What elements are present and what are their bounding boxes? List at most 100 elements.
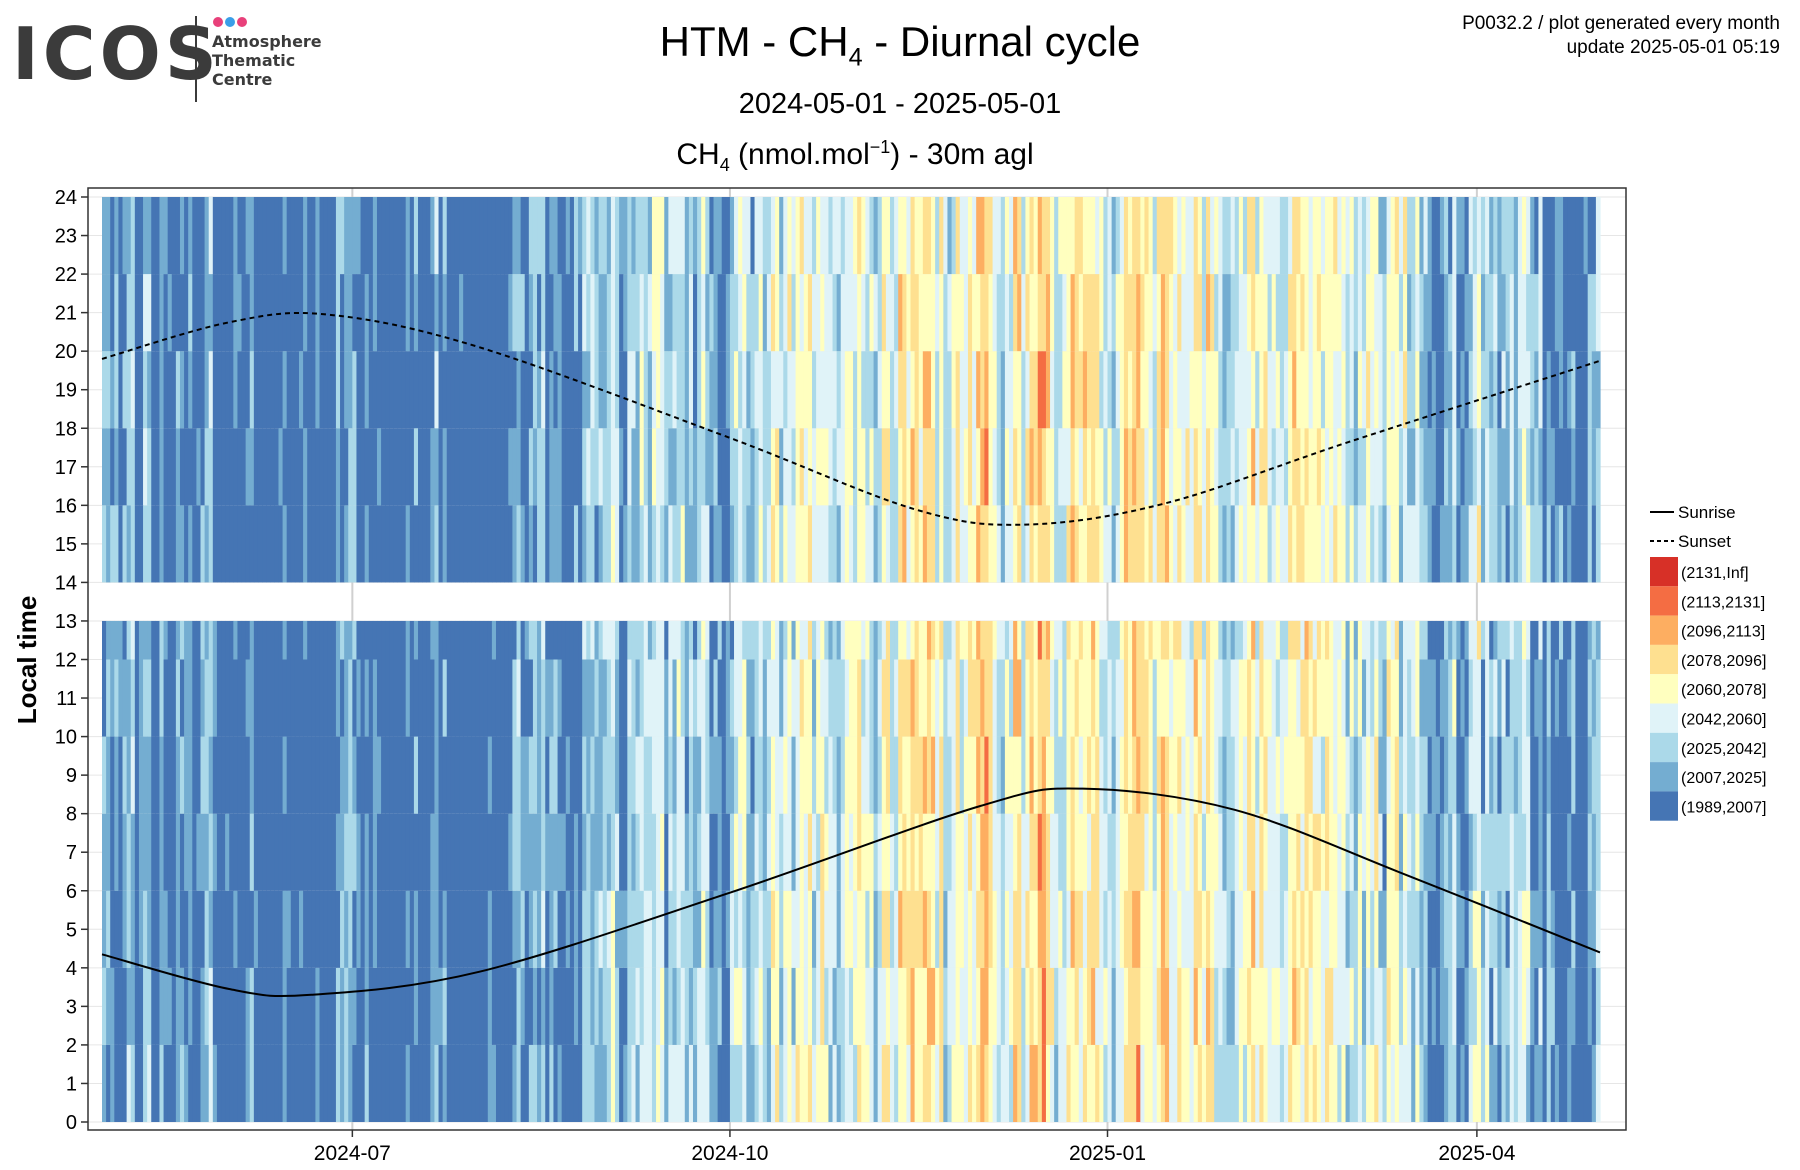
heatmap-cell <box>557 274 563 352</box>
heatmap-cell <box>1558 967 1564 1045</box>
heatmap-cell <box>1476 620 1482 660</box>
heatmap-cell <box>1567 351 1572 429</box>
heatmap-cell <box>721 620 727 660</box>
heatmap-cell <box>459 659 464 737</box>
heatmap-cell <box>1353 274 1359 352</box>
heatmap-cell <box>750 1044 756 1122</box>
heatmap-cell <box>791 736 797 814</box>
heatmap-cell <box>188 274 193 352</box>
heatmap-cell <box>1107 428 1113 506</box>
heatmap-cell <box>1320 351 1326 429</box>
heatmap-cell <box>565 351 571 429</box>
heatmap-cell <box>167 890 173 968</box>
heatmap-cell <box>1538 659 1544 737</box>
heatmap-cell <box>1177 505 1182 583</box>
heatmap-cell <box>241 428 247 506</box>
heatmap-cell <box>216 274 222 352</box>
heatmap-cell <box>553 620 559 660</box>
heatmap-cell <box>742 659 747 737</box>
heatmap-cell <box>553 659 559 737</box>
heatmap-cell <box>738 428 743 506</box>
heatmap-cell <box>1177 890 1182 968</box>
heatmap-cell <box>1394 659 1400 737</box>
product-info: P0032.2 / plot generated every month upd… <box>1462 12 1780 60</box>
heatmap-cell <box>1050 1044 1055 1122</box>
heatmap-cell <box>348 197 353 275</box>
heatmap-cell <box>1288 274 1293 352</box>
heatmap-cell <box>364 967 370 1045</box>
heatmap-cell <box>1423 659 1429 737</box>
heatmap-cell <box>1140 620 1146 660</box>
heatmap-cell <box>352 967 358 1045</box>
heatmap-cell <box>487 967 493 1045</box>
heatmap-cell <box>1378 659 1384 737</box>
heatmap-cell <box>1341 197 1347 275</box>
heatmap-cell <box>660 736 665 814</box>
heatmap-cell <box>639 351 645 429</box>
heatmap-cell <box>783 967 788 1045</box>
heatmap-cell <box>1160 736 1166 814</box>
heatmap-cell <box>775 1044 780 1122</box>
heatmap-cell <box>881 351 887 429</box>
heatmap-cell <box>1066 505 1072 583</box>
heatmap-cell <box>943 505 949 583</box>
heatmap-cell <box>1366 197 1371 275</box>
heatmap-cell <box>171 1044 177 1122</box>
heatmap-cell <box>229 967 234 1045</box>
heatmap-cell <box>1279 659 1285 737</box>
heatmap-cell <box>1304 736 1310 814</box>
heatmap-cell <box>1550 428 1556 506</box>
heatmap-cell <box>967 620 973 660</box>
heatmap-cell <box>401 197 407 275</box>
heatmap-cell <box>446 274 452 352</box>
heatmap-cell <box>1214 274 1219 352</box>
heatmap-cell <box>1255 1044 1260 1122</box>
heatmap-cell <box>787 1044 793 1122</box>
heatmap-cell <box>385 659 390 737</box>
heatmap-cell <box>1415 197 1421 275</box>
heatmap-cell <box>742 505 747 583</box>
heatmap-cell <box>442 813 448 891</box>
heatmap-cell <box>697 1044 702 1122</box>
heatmap-cell <box>1292 428 1297 506</box>
heatmap-cell <box>865 890 871 968</box>
heatmap-cell <box>1530 736 1535 814</box>
heatmap-cell <box>606 967 612 1045</box>
heatmap-cell <box>1123 813 1129 891</box>
heatmap-cell <box>1160 505 1166 583</box>
heatmap-cell <box>1398 1044 1404 1122</box>
heatmap-cell <box>910 620 916 660</box>
heatmap-cell <box>1579 197 1585 275</box>
heatmap-cell <box>873 197 879 275</box>
heatmap-cell <box>545 505 550 583</box>
heatmap-cell <box>885 890 891 968</box>
heatmap-cell <box>282 967 288 1045</box>
heatmap-cell <box>729 736 735 814</box>
heatmap-cell <box>319 197 325 275</box>
heatmap-cell <box>426 197 431 275</box>
heatmap-cell <box>163 967 169 1045</box>
heatmap-cell <box>664 620 669 660</box>
heatmap-cell <box>1210 274 1215 352</box>
heatmap-cell <box>1078 505 1084 583</box>
heatmap-cell <box>1222 505 1228 583</box>
heatmap-cell <box>1242 659 1248 737</box>
heatmap-cell <box>171 620 177 660</box>
heatmap-cell <box>1189 1044 1195 1122</box>
heatmap-cell <box>537 813 542 891</box>
heatmap-cell <box>1374 505 1379 583</box>
heatmap-cell <box>627 620 633 660</box>
heatmap-cell <box>602 659 608 737</box>
heatmap-cell <box>323 351 329 429</box>
heatmap-cell <box>988 620 994 660</box>
heatmap-cell <box>725 274 731 352</box>
heatmap-cell <box>545 967 550 1045</box>
heatmap-cell <box>1497 197 1503 275</box>
heatmap-cell <box>1152 967 1158 1045</box>
heatmap-cell <box>717 967 723 1045</box>
heatmap-cell <box>894 813 899 891</box>
heatmap-cell <box>1238 890 1244 968</box>
heatmap-cell <box>500 274 505 352</box>
heatmap-cell <box>212 197 218 275</box>
heatmap-cell <box>775 813 780 891</box>
